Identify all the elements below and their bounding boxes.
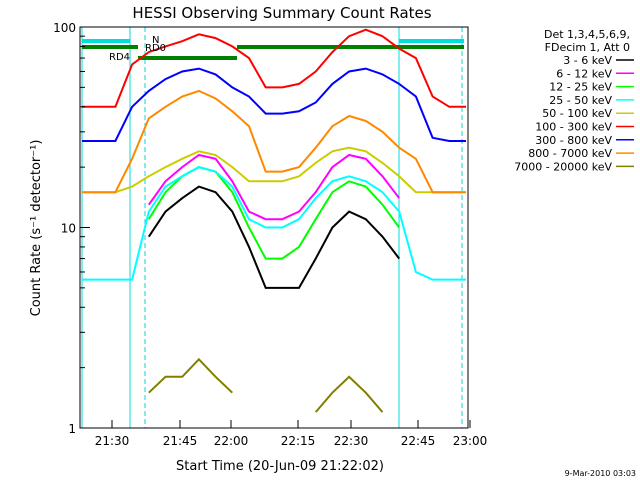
series-line [147, 153, 400, 221]
series-line [82, 89, 466, 194]
x-tick-label: 22:30 [334, 434, 369, 448]
legend-entry-label: 50 - 100 keV [542, 107, 612, 120]
x-axis-label: Start Time (20-Jun-09 21:22:02) [176, 459, 384, 474]
series-lines [82, 28, 466, 413]
series-line [82, 28, 466, 108]
y-tick-label: 100 [53, 21, 76, 35]
legend-entry-label: 100 - 300 keV [535, 121, 612, 134]
series-line [82, 146, 466, 194]
annotation-rd0: RD0 [145, 43, 166, 54]
footer-date: 9-Mar-2010 03:03 [565, 469, 636, 478]
plot-frame [79, 26, 469, 429]
legend-entry-label: 3 - 6 keV [563, 54, 612, 67]
annotation-n: N [152, 35, 159, 46]
series-line [82, 166, 466, 281]
x-tick-label: 21:45 [163, 434, 198, 448]
chart-title: HESSI Observing Summary Count Rates [132, 4, 431, 22]
x-tick-label: 22:45 [401, 434, 436, 448]
x-tick-label: 23:00 [453, 434, 488, 448]
series-line [147, 185, 400, 289]
x-tick-label: 22:00 [214, 434, 249, 448]
legend-header-1: Det 1,3,4,5,6,9, [544, 28, 630, 41]
annotation-rd4: RD4 [109, 52, 130, 63]
legend-entry-label: 800 - 7000 keV [528, 147, 612, 160]
y-axis-label: Count Rate (s⁻¹ detector⁻¹) [29, 140, 44, 317]
legend-entry-label: 12 - 25 keV [549, 81, 612, 94]
legend: Det 1,3,4,5,6,9, FDecim 1, Att 0 3 - 6 k… [514, 28, 634, 173]
x-axis-ticks: 21:30 21:45 22:00 22:15 22:30 22:45 23:00 [95, 420, 488, 448]
y-axis-ticks: 1 10 100 [53, 21, 90, 436]
legend-header-2: FDecim 1, Att 0 [545, 41, 630, 54]
x-tick-label: 22:15 [281, 434, 316, 448]
x-tick-label: 21:30 [95, 434, 130, 448]
series-line [148, 357, 384, 413]
series-line [82, 67, 466, 142]
legend-entry-label: 7000 - 20000 keV [514, 160, 612, 173]
y-tick-label: 1 [68, 422, 76, 436]
legend-entry-label: 6 - 12 keV [556, 67, 612, 80]
legend-entry-label: 25 - 50 keV [549, 94, 612, 107]
y-tick-label: 10 [61, 222, 76, 236]
legend-entry-label: 300 - 800 keV [535, 134, 612, 147]
